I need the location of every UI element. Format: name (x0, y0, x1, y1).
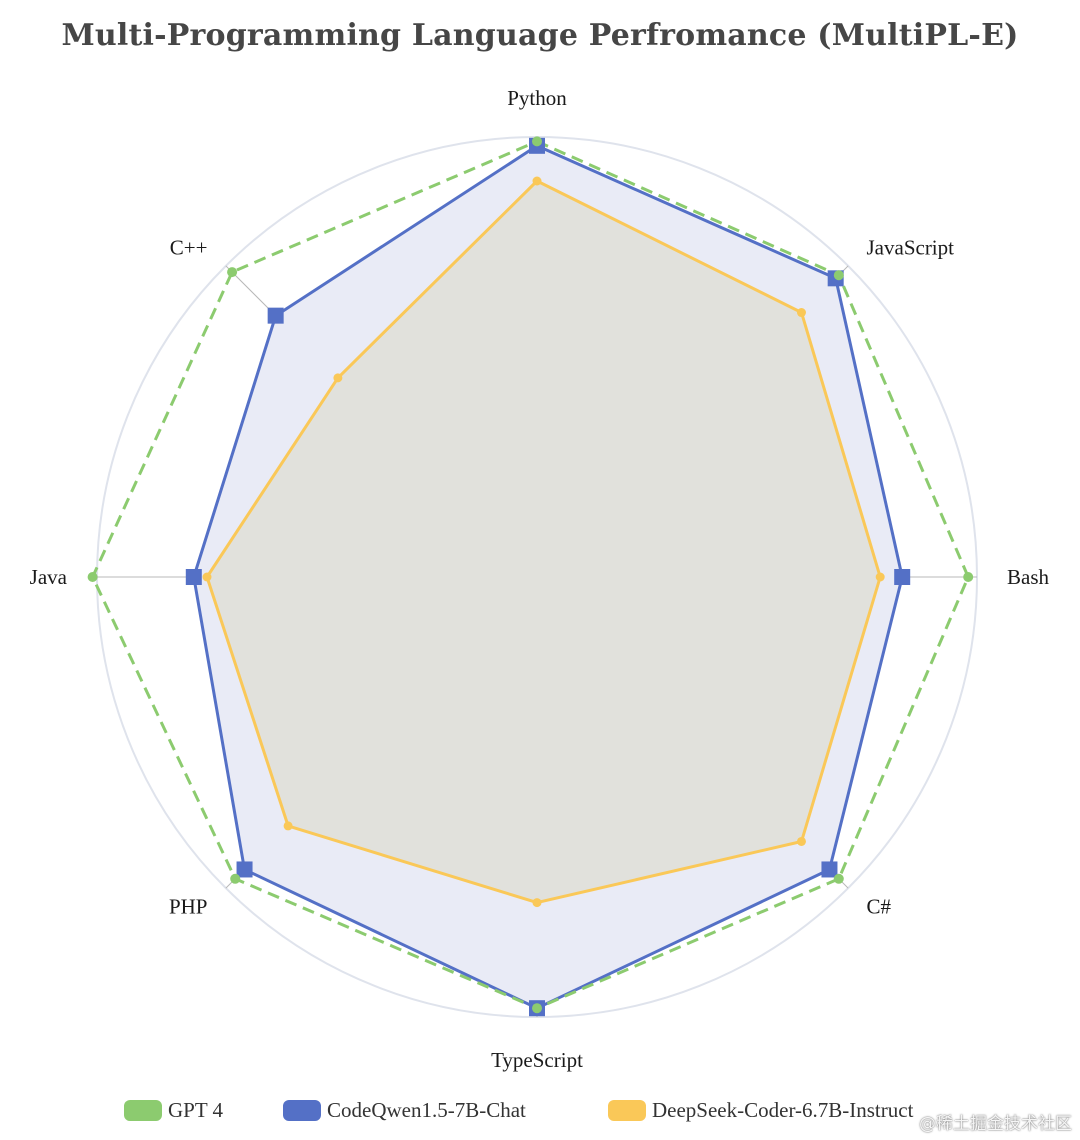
data-point (185, 569, 202, 585)
watermark: @稀土掘金技术社区 (919, 1114, 1072, 1134)
axis-label: JavaScript (867, 235, 955, 259)
series-markers (87, 136, 974, 1017)
axis-label: C++ (170, 235, 208, 259)
legend: GPT 4 CodeQwen1.5-7B-Chat DeepSeek-Coder-6… (0, 1098, 1080, 1138)
legend-swatch (283, 1100, 321, 1121)
axis-labels: Python JavaScript Bash C# TypeScript PHP Java C… (30, 86, 1050, 1072)
data-point (532, 1003, 542, 1014)
axis-label: C# (867, 895, 892, 919)
legend-item[interactable]: CodeQwen1.5-7B-Chat (283, 1098, 526, 1123)
data-point (796, 308, 806, 318)
data-point (532, 898, 542, 908)
data-point (894, 569, 911, 585)
series-areas (91, 139, 970, 1010)
legend-item[interactable]: GPT 4 (124, 1098, 223, 1123)
data-point (236, 861, 253, 878)
legend-swatch (608, 1100, 646, 1121)
data-point (796, 836, 806, 846)
legend-label: GPT 4 (168, 1098, 224, 1122)
legend-item[interactable]: DeepSeek-Coder-6.7B-Instruct (608, 1098, 913, 1123)
data-point (227, 267, 238, 278)
data-point (283, 821, 293, 831)
axis-label: PHP (169, 895, 208, 919)
legend-swatch (124, 1100, 162, 1121)
legend-label: CodeQwen1.5-7B-Chat (327, 1098, 526, 1122)
axis-label: Java (30, 565, 68, 589)
data-point (230, 873, 241, 884)
axis-label: Python (507, 86, 567, 110)
data-point (532, 176, 542, 186)
data-point (875, 572, 885, 582)
data-point (833, 270, 844, 281)
data-point (833, 873, 844, 884)
axis-label: Bash (1007, 565, 1050, 589)
data-point (821, 861, 838, 878)
data-point (87, 572, 98, 582)
legend-label: DeepSeek-Coder-6.7B-Instruct (652, 1098, 914, 1122)
axis-label: TypeScript (491, 1048, 583, 1072)
data-point (267, 307, 284, 324)
radar-chart: Python JavaScript Bash C# TypeScript PHP Java C… (30, 86, 1050, 1072)
data-point (532, 136, 542, 147)
data-point (333, 373, 343, 383)
data-point (202, 572, 212, 582)
chart-title: Multi-Programming Language Perfromance (… (61, 18, 1019, 53)
data-point (963, 572, 974, 582)
